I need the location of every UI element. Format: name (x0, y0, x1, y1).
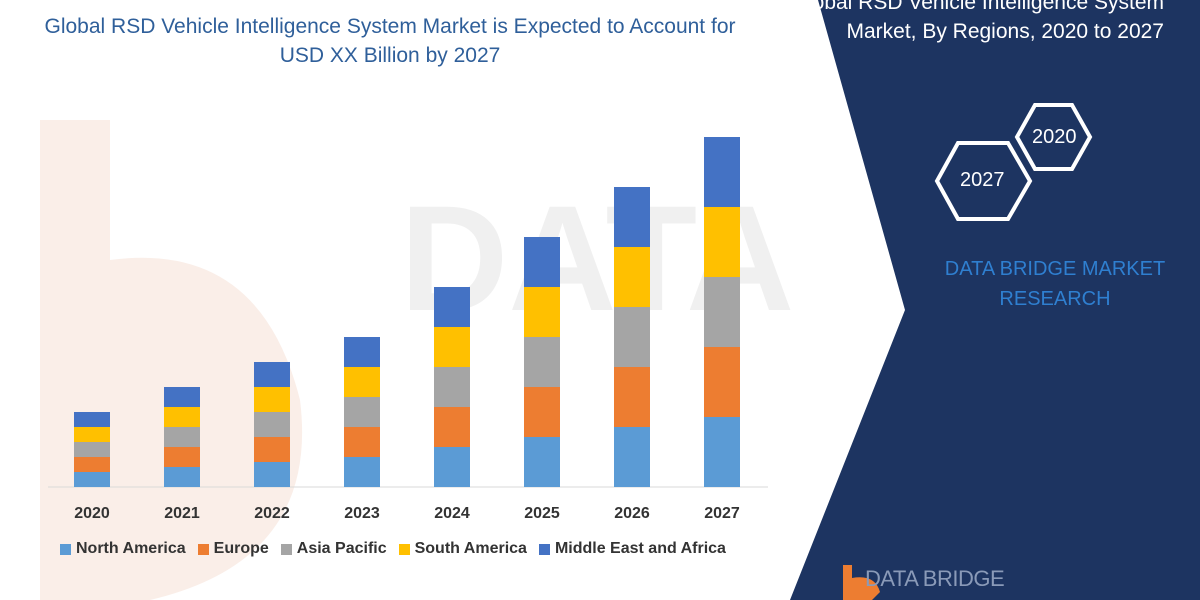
bar-segment-middle-east-and-africa-2025 (524, 237, 560, 287)
legend-label: North America (76, 540, 186, 557)
bar-segment-asia-pacific-2020 (74, 442, 110, 457)
bar-segment-north-america-2024 (434, 447, 470, 487)
bar-segment-asia-pacific-2023 (344, 397, 380, 427)
bar-segment-europe-2023 (344, 427, 380, 457)
bar-segment-asia-pacific-2024 (434, 367, 470, 407)
stacked-bar-chart: 2020 2021 2022 2023 2024 2025 2026 2027 (48, 137, 768, 522)
x-tick-label: 2023 (344, 505, 380, 522)
x-tick-label: 2022 (254, 505, 290, 522)
bar-segment-asia-pacific-2025 (524, 337, 560, 387)
legend-item: North America (60, 540, 186, 558)
bar-segment-south-america-2027 (704, 207, 740, 277)
hex-label-2020: 2020 (1032, 126, 1077, 148)
logo-icon (843, 565, 880, 600)
bar-segment-europe-2024 (434, 407, 470, 447)
hex-label-2027: 2027 (960, 169, 1005, 191)
legend-label: Asia Pacific (296, 540, 387, 557)
bar-segment-north-america-2026 (614, 427, 650, 487)
bar-segment-europe-2027 (704, 347, 740, 417)
legend-item: Middle East and Africa (538, 540, 726, 558)
bar-segment-north-america-2020 (74, 472, 110, 487)
legend-swatch (398, 543, 410, 555)
x-tick-label: 2027 (704, 505, 740, 522)
legend-swatch (197, 543, 209, 555)
bar-segment-europe-2020 (74, 457, 110, 472)
bar-segment-europe-2026 (614, 367, 650, 427)
legend-swatch (280, 543, 292, 555)
bar-segment-north-america-2021 (164, 467, 200, 487)
hexagon-2020 (1014, 103, 1093, 171)
legend-item: Europe (197, 540, 269, 558)
bar-segment-middle-east-and-africa-2026 (614, 187, 650, 247)
x-tick-label: 2026 (614, 505, 650, 522)
bar-segment-europe-2022 (254, 437, 290, 462)
bar-segment-north-america-2025 (524, 437, 560, 487)
x-tick-label: 2024 (434, 505, 470, 522)
chart-title: Global RSD Vehicle Intelligence System M… (44, 15, 736, 67)
bar-segment-middle-east-and-africa-2023 (344, 337, 380, 367)
bar-segment-south-america-2023 (344, 367, 380, 397)
bar-segment-north-america-2027 (704, 417, 740, 487)
brand-text: DATA BRIDGE MARKET RESEARCH (944, 258, 1166, 310)
x-tick-label: 2020 (74, 505, 110, 522)
legend-label: Middle East and Africa (554, 540, 726, 557)
bar-segment-middle-east-and-africa-2020 (74, 412, 110, 427)
panel-title: Global RSD Vehicle Intelligence System M… (791, 0, 1164, 43)
x-tick-label: 2021 (164, 505, 200, 522)
bar-segment-south-america-2021 (164, 407, 200, 427)
legend-label: Europe (213, 540, 269, 557)
bar-segment-europe-2021 (164, 447, 200, 467)
legend-label: South America (414, 540, 527, 557)
legend-swatch (60, 543, 71, 555)
bar-segment-south-america-2026 (614, 247, 650, 307)
bar-segment-north-america-2023 (344, 457, 380, 487)
bar-segment-asia-pacific-2026 (614, 307, 650, 367)
legend-item: South America (398, 540, 527, 558)
bar-segment-south-america-2025 (524, 287, 560, 337)
bar-segment-middle-east-and-africa-2021 (164, 387, 200, 407)
x-tick-label: 2025 (524, 505, 560, 522)
legend: North America Europe Asia Pacific South Ame… (60, 540, 726, 558)
logo-text: DATA BRIDGE (865, 566, 1005, 591)
bar-segment-south-america-2020 (74, 427, 110, 442)
bar-segment-north-america-2022 (254, 462, 290, 487)
bar-segment-south-america-2024 (434, 327, 470, 367)
hexagon-2027 (934, 141, 1033, 221)
bar-segment-asia-pacific-2027 (704, 277, 740, 347)
bar-segment-middle-east-and-africa-2022 (254, 362, 290, 387)
bar-segment-middle-east-and-africa-2024 (434, 287, 470, 327)
bar-segment-south-america-2022 (254, 387, 290, 412)
bar-segment-europe-2025 (524, 387, 560, 437)
bar-segment-asia-pacific-2022 (254, 412, 290, 437)
legend-swatch (538, 543, 550, 555)
bar-segment-middle-east-and-africa-2027 (704, 137, 740, 207)
legend-item: Asia Pacific (280, 540, 387, 558)
bar-segment-asia-pacific-2021 (164, 427, 200, 447)
